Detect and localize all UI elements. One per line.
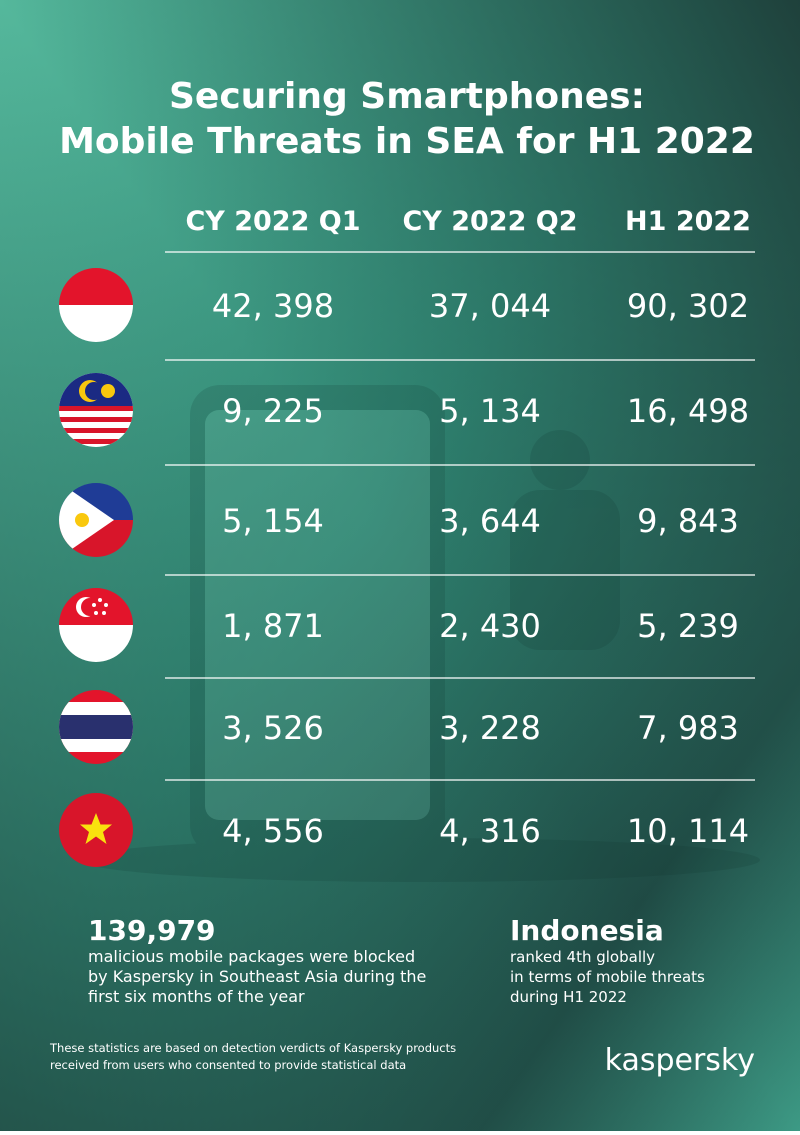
cell: 2, 430 <box>439 607 541 645</box>
title: Securing Smartphones: <box>169 76 645 117</box>
cell: 5, 239 <box>637 607 739 645</box>
stat-figure: 139,979 <box>88 914 216 947</box>
cell: 5, 154 <box>222 502 324 540</box>
cell: 10, 114 <box>627 812 749 850</box>
flags <box>59 268 133 867</box>
flag-vietnam <box>59 793 133 867</box>
cell: 3, 526 <box>222 709 324 747</box>
cell: 7, 983 <box>637 709 739 747</box>
column-header: CY 2022 Q2 <box>402 206 577 237</box>
stat-text: first six months of the year <box>88 987 305 1006</box>
footnote: received from users who consented to pro… <box>50 1058 406 1072</box>
stat-text: malicious mobile packages were blocked <box>88 947 415 966</box>
stat-text: ranked 4th globally <box>510 948 655 966</box>
footnote: These statistics are based on detection … <box>49 1041 456 1055</box>
cell: 3, 228 <box>439 709 541 747</box>
cell: 4, 556 <box>222 812 324 850</box>
cell: 3, 644 <box>439 502 541 540</box>
cell: 42, 398 <box>212 287 334 325</box>
cell: 9, 225 <box>222 392 324 430</box>
cell: 90, 302 <box>627 287 749 325</box>
title: Mobile Threats in SEA for H1 2022 <box>59 121 755 162</box>
cell: 9, 843 <box>637 502 739 540</box>
stat-figure: Indonesia <box>510 914 664 947</box>
illustration <box>80 385 760 882</box>
cell: 4, 316 <box>439 812 541 850</box>
flag-malaysia <box>59 373 133 447</box>
stat-text: in terms of mobile threats <box>510 968 705 986</box>
brand-logo: kaspersky <box>605 1043 755 1078</box>
cell: 37, 044 <box>429 287 551 325</box>
cell: 5, 134 <box>439 392 541 430</box>
stat-text: during H1 2022 <box>510 988 627 1006</box>
stat-text: by Kaspersky in Southeast Asia during th… <box>88 967 426 986</box>
cell: 16, 498 <box>627 392 749 430</box>
column-header: H1 2022 <box>625 206 751 237</box>
cell: 1, 871 <box>222 607 324 645</box>
flag-thailand <box>59 690 133 764</box>
column-header: CY 2022 Q1 <box>185 206 360 237</box>
